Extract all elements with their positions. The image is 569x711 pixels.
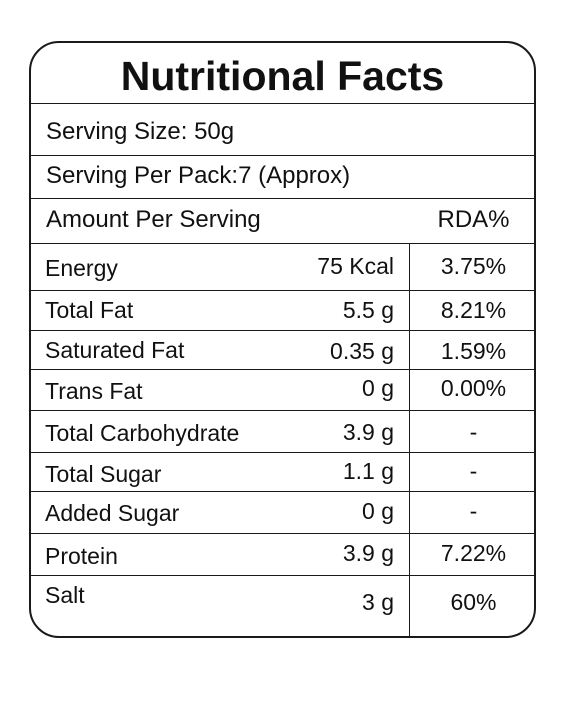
rda-header: RDA% [437,206,510,233]
nutrient-name-added-sugar: Added Sugar [45,500,180,526]
row-divider [31,410,534,411]
divider-serving-size [31,155,534,156]
column-divider [409,243,410,636]
nutrient-amount-added-sugar: 0 g [362,498,394,524]
nutrient-rda-total-carbohydrate: - [469,419,478,445]
nutrient-amount-trans-fat: 0 g [362,375,394,401]
nutrient-name-protein: Protein [45,543,118,569]
nutrient-amount-protein: 3.9 g [342,540,394,566]
nutrient-name-total-sugar: Total Sugar [45,461,162,487]
nutrient-amount-total-fat: 5.5 g [342,297,394,323]
nutrition-facts-panel: Nutritional Facts Serving Size: 50g Serv… [29,41,536,638]
serving-per-pack: Serving Per Pack:7 (Approx) [46,162,351,189]
row-divider [31,575,534,576]
nutrient-name-salt: Salt [45,582,85,608]
nutrient-rda-protein: 7.22% [440,540,507,566]
nutrient-amount-salt: 3 g [362,589,394,615]
row-divider [31,452,534,453]
nutrient-name-energy: Energy [45,255,118,281]
nutrient-amount-total-carbohydrate: 3.9 g [342,419,394,445]
panel-title: Nutritional Facts [120,53,445,99]
nutrient-rda-total-fat: 8.21% [440,297,507,323]
divider-header [31,243,534,244]
divider-title [31,103,534,104]
nutrient-rda-added-sugar: - [469,498,478,524]
nutrient-name-total-carbohydrate: Total Carbohydrate [45,420,240,446]
nutrient-rda-energy: 3.75% [440,253,507,279]
nutrient-name-saturated-fat: Saturated Fat [45,337,185,363]
amount-per-serving-header: Amount Per Serving [46,206,261,233]
row-divider [31,369,534,370]
nutrient-name-total-fat: Total Fat [45,297,134,323]
row-divider [31,533,534,534]
nutrient-amount-total-sugar: 1.1 g [342,458,394,484]
nutrient-rda-saturated-fat: 1.59% [440,338,507,364]
row-divider [31,290,534,291]
row-divider [31,491,534,492]
nutrient-amount-energy: 75 Kcal [317,253,394,279]
serving-size: Serving Size: 50g [46,118,235,145]
nutrient-name-trans-fat: Trans Fat [45,378,143,404]
divider-serving-pack [31,198,534,199]
nutrient-rda-total-sugar: - [469,458,478,484]
nutrient-rda-trans-fat: 0.00% [440,375,507,401]
nutrient-rda-salt: 60% [450,589,497,615]
row-divider [31,330,534,331]
nutrient-amount-saturated-fat: 0.35 g [330,338,394,364]
